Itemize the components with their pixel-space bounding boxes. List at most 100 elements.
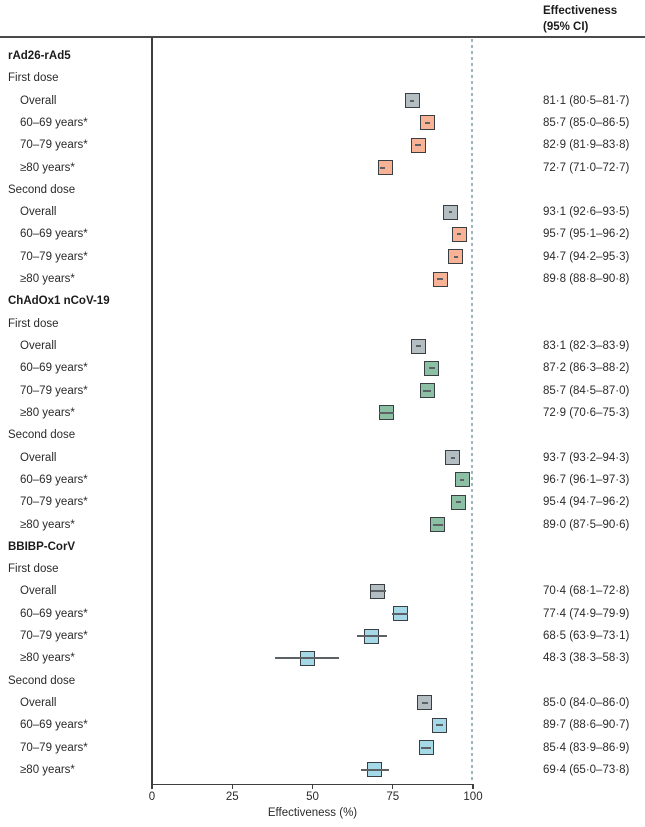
x-tick-label: 75	[386, 791, 400, 803]
group-heading-label: rAd26-rAd5	[8, 50, 71, 62]
effectiveness-value: 89·0 (87·5–90·6)	[543, 518, 630, 531]
ci-whisker	[429, 367, 436, 370]
row-label: 70–79 years*	[20, 139, 88, 152]
x-tick-label: 100	[463, 791, 483, 803]
reference-line-100	[471, 39, 474, 783]
ci-whisker	[455, 501, 461, 504]
ci-whisker	[437, 278, 444, 281]
row-label: 70–79 years*	[20, 630, 88, 643]
row-label: Overall	[20, 340, 57, 353]
ci-whisker	[423, 389, 432, 392]
dose-label: Second dose	[8, 674, 76, 687]
ci-whisker	[379, 166, 386, 169]
effectiveness-value: 83·1 (82·3–83·9)	[543, 340, 630, 353]
group-heading-label: BBIBP-CorV	[8, 540, 76, 553]
effectiveness-value: 70·4 (68·1–72·8)	[543, 585, 630, 598]
effectiveness-value: 94·7 (94·2–95·3)	[543, 250, 630, 263]
row-label: Overall	[20, 94, 57, 107]
ci-whisker	[410, 99, 415, 102]
row-label: 70–79 years*	[20, 496, 88, 509]
row-label: ≥80 years*	[20, 273, 75, 286]
ci-whisker	[378, 411, 394, 414]
row-label: 60–69 years*	[20, 362, 88, 375]
row-label: 70–79 years*	[20, 250, 88, 263]
x-tick	[472, 784, 474, 789]
effectiveness-value: 93·1 (92·6–93·5)	[543, 206, 630, 219]
row-label: 60–69 years*	[20, 473, 88, 486]
effectiveness-value: 85·7 (84·5–87·0)	[543, 384, 630, 397]
row-label: Overall	[20, 206, 57, 219]
value-column-header-line2: (95% CI)	[543, 21, 589, 33]
ci-whisker	[416, 345, 422, 348]
row-label: Overall	[20, 585, 57, 598]
ci-whisker	[360, 768, 389, 771]
row-label: ≥80 years*	[20, 518, 75, 531]
effectiveness-value: 68·5 (63·9–73·1)	[543, 630, 630, 643]
value-column-header-line1: Effectiveness	[543, 5, 618, 17]
ci-whisker	[457, 233, 461, 236]
effectiveness-value: 89·8 (88·8–90·8)	[543, 273, 630, 286]
dose-label: First dose	[8, 563, 59, 576]
ci-whisker	[414, 144, 421, 147]
effectiveness-value: 87·2 (86·3–88·2)	[543, 362, 630, 375]
ci-whisker	[274, 657, 340, 660]
row-label: 60–69 years*	[20, 228, 88, 241]
ci-whisker	[449, 211, 453, 214]
x-tick	[392, 784, 394, 789]
row-label: ≥80 years*	[20, 161, 75, 174]
ci-whisker	[421, 746, 431, 749]
ci-whisker	[424, 121, 430, 124]
effectiveness-value: 48·3 (38·3–58·3)	[543, 652, 630, 665]
effectiveness-value: 69·4 (65·0–73·8)	[543, 763, 630, 776]
row-label: Overall	[20, 451, 57, 464]
effectiveness-value: 81·1 (80·5–81·7)	[543, 94, 630, 107]
ci-whisker	[460, 478, 465, 481]
x-axis-label: Effectiveness (%)	[267, 807, 358, 819]
effectiveness-value: 85·7 (85·0–86·5)	[543, 116, 630, 129]
group-heading-label: ChAdOx1 nCoV-19	[8, 295, 110, 308]
row-label: 60–69 years*	[20, 607, 88, 620]
value-column-header: Effectiveness (95% CI)	[543, 3, 617, 35]
row-label: ≥80 years*	[20, 763, 75, 776]
forest-box	[377, 160, 393, 176]
row-label: ≥80 years*	[20, 652, 75, 665]
ci-whisker	[454, 255, 458, 258]
effectiveness-value: 95·4 (94·7–96·2)	[543, 496, 630, 509]
ci-whisker	[436, 724, 444, 727]
x-tick	[151, 784, 153, 789]
x-tick-label: 25	[225, 791, 239, 803]
y-axis-line	[151, 37, 153, 784]
ci-whisker	[421, 701, 429, 704]
x-tick-label: 0	[148, 791, 156, 803]
row-label: Overall	[20, 696, 57, 709]
x-tick	[231, 784, 233, 789]
effectiveness-value: 82·9 (81·9–83·8)	[543, 139, 630, 152]
effectiveness-value: 77·4 (74·9–79·9)	[543, 607, 630, 620]
effectiveness-value: 93·7 (93·2–94·3)	[543, 451, 630, 464]
effectiveness-value: 85·0 (84·0–86·0)	[543, 696, 630, 709]
row-label: 60–69 years*	[20, 116, 88, 129]
row-label: 60–69 years*	[20, 719, 88, 732]
effectiveness-value: 95·7 (95·1–96·2)	[543, 228, 630, 241]
x-tick	[311, 784, 314, 789]
ci-whisker	[432, 523, 443, 526]
effectiveness-value: 89·7 (88·6–90·7)	[543, 719, 630, 732]
dose-label: First dose	[8, 72, 59, 85]
dose-label: First dose	[8, 317, 59, 330]
effectiveness-value: 72·7 (71·0–72·7)	[543, 161, 630, 174]
effectiveness-value: 85·4 (83·9–86·9)	[543, 741, 630, 754]
ci-whisker	[357, 635, 387, 638]
top-rule	[0, 36, 645, 38]
dose-label: Second dose	[8, 429, 76, 442]
ci-whisker	[370, 590, 386, 593]
row-label: ≥80 years*	[20, 406, 75, 419]
effectiveness-value: 72·9 (70·6–75·3)	[543, 406, 630, 419]
row-label: 70–79 years*	[20, 384, 88, 397]
ci-whisker	[392, 612, 409, 615]
ci-whisker	[451, 456, 455, 459]
dose-label: Second dose	[8, 183, 76, 196]
x-tick-label: 50	[306, 791, 319, 803]
effectiveness-value: 96·7 (96·1–97·3)	[543, 473, 630, 486]
row-label: 70–79 years*	[20, 741, 88, 754]
